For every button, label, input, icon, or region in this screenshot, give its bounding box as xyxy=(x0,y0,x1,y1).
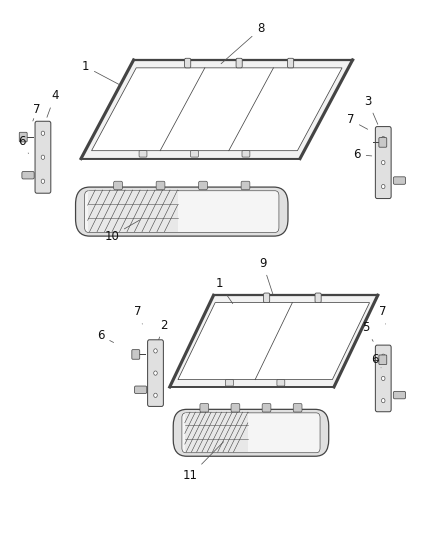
Text: 10: 10 xyxy=(104,220,140,243)
Text: 6: 6 xyxy=(353,148,372,161)
FancyBboxPatch shape xyxy=(198,181,208,190)
Polygon shape xyxy=(170,295,378,387)
Text: 8: 8 xyxy=(221,22,264,64)
Circle shape xyxy=(381,354,385,358)
Circle shape xyxy=(381,160,385,165)
Text: 7: 7 xyxy=(33,103,41,121)
FancyBboxPatch shape xyxy=(85,191,279,232)
Text: 1: 1 xyxy=(215,277,233,304)
Text: 7: 7 xyxy=(134,305,142,324)
FancyBboxPatch shape xyxy=(379,138,387,147)
Text: 7: 7 xyxy=(379,305,387,324)
FancyBboxPatch shape xyxy=(293,403,302,412)
FancyBboxPatch shape xyxy=(139,151,147,157)
Text: 11: 11 xyxy=(183,442,224,482)
FancyBboxPatch shape xyxy=(393,391,406,399)
Text: 1: 1 xyxy=(81,60,120,85)
FancyBboxPatch shape xyxy=(287,58,293,68)
Bar xyxy=(185,412,248,452)
Circle shape xyxy=(41,179,45,183)
Text: 5: 5 xyxy=(362,321,373,341)
FancyBboxPatch shape xyxy=(379,355,387,365)
FancyBboxPatch shape xyxy=(134,386,147,393)
Circle shape xyxy=(381,184,385,189)
FancyBboxPatch shape xyxy=(132,350,140,359)
FancyBboxPatch shape xyxy=(242,151,250,157)
Circle shape xyxy=(381,399,385,403)
FancyBboxPatch shape xyxy=(236,58,242,68)
FancyBboxPatch shape xyxy=(226,379,233,386)
Text: 9: 9 xyxy=(259,257,273,294)
Text: 6: 6 xyxy=(97,329,113,343)
FancyBboxPatch shape xyxy=(75,187,288,236)
FancyBboxPatch shape xyxy=(19,132,27,142)
Circle shape xyxy=(154,371,157,375)
Text: 6: 6 xyxy=(371,353,381,368)
FancyBboxPatch shape xyxy=(277,379,285,386)
FancyBboxPatch shape xyxy=(262,403,271,412)
FancyBboxPatch shape xyxy=(241,181,250,190)
FancyBboxPatch shape xyxy=(231,403,240,412)
Text: 3: 3 xyxy=(364,95,378,124)
FancyBboxPatch shape xyxy=(375,345,391,411)
FancyBboxPatch shape xyxy=(375,127,391,199)
FancyBboxPatch shape xyxy=(113,181,122,190)
Polygon shape xyxy=(178,303,370,379)
Circle shape xyxy=(154,393,157,398)
FancyBboxPatch shape xyxy=(315,293,321,303)
Circle shape xyxy=(154,349,157,353)
FancyBboxPatch shape xyxy=(200,403,208,412)
Circle shape xyxy=(381,136,385,141)
Circle shape xyxy=(381,376,385,381)
FancyBboxPatch shape xyxy=(191,151,198,157)
FancyBboxPatch shape xyxy=(156,181,165,190)
Text: 7: 7 xyxy=(346,114,367,130)
Text: 4: 4 xyxy=(47,90,59,117)
Polygon shape xyxy=(81,60,353,159)
FancyBboxPatch shape xyxy=(393,177,406,184)
FancyBboxPatch shape xyxy=(264,293,270,303)
FancyBboxPatch shape xyxy=(184,58,191,68)
FancyBboxPatch shape xyxy=(148,340,163,406)
Bar xyxy=(88,190,177,232)
FancyBboxPatch shape xyxy=(22,172,34,179)
Circle shape xyxy=(41,155,45,159)
FancyBboxPatch shape xyxy=(173,409,328,456)
Circle shape xyxy=(41,131,45,135)
Text: 2: 2 xyxy=(159,319,168,340)
FancyBboxPatch shape xyxy=(35,122,51,193)
Polygon shape xyxy=(92,68,342,151)
FancyBboxPatch shape xyxy=(182,413,320,453)
Text: 6: 6 xyxy=(18,135,28,154)
